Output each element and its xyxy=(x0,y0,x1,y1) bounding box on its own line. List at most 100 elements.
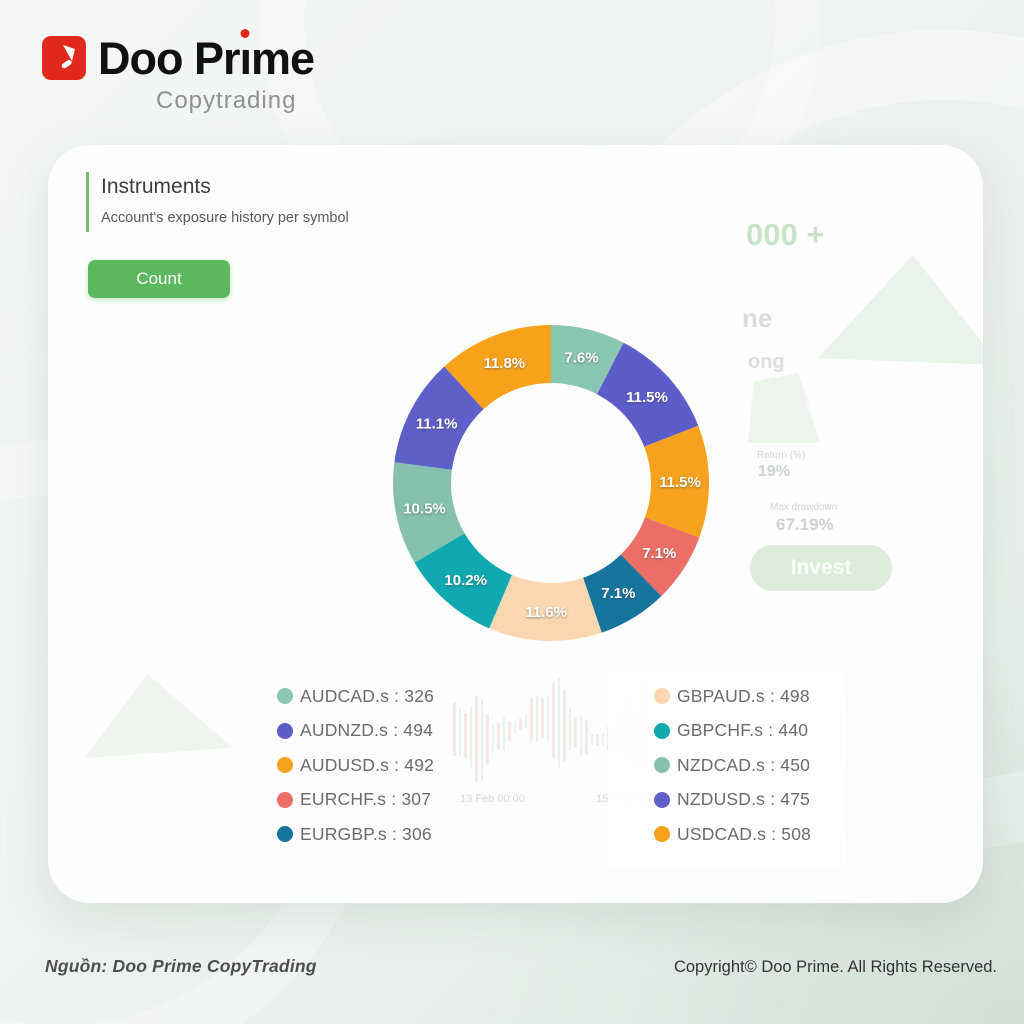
donut-segment-label: 7.6% xyxy=(564,350,598,367)
legend-item-AUDCAD.s[interactable]: AUDCAD.s : 326 xyxy=(277,685,435,706)
watermark-candle-bar xyxy=(475,696,478,783)
watermark-candle-bar xyxy=(464,712,467,758)
donut-segment-AUDUSD.s[interactable] xyxy=(644,425,710,538)
watermark-candle-bar xyxy=(552,682,555,759)
legend-color-dot xyxy=(277,791,293,808)
watermark-candle-bar xyxy=(546,694,549,743)
brand-header: Doo Prıme Copytrading xyxy=(42,33,315,114)
watermark-candle-bar xyxy=(530,698,533,741)
count-button[interactable]: Count xyxy=(88,260,230,298)
watermark-candle-bar xyxy=(535,694,538,742)
watermark-candle-bar xyxy=(585,720,588,756)
exposure-donut-chart: 7.6% 11.5% 11.5% 7.1% 7.1% 11.6% 10.2% 10.5% 11.… xyxy=(386,318,716,648)
watermark-return-value: 19% xyxy=(758,463,791,480)
donut-segment-NZDUSD.s[interactable] xyxy=(394,366,484,470)
donut-segment-NZDCAD.s[interactable] xyxy=(393,462,465,563)
watermark-invest-button: Invest xyxy=(750,545,892,591)
legend-item-NZDUSD.s[interactable]: NZDUSD.s : 475 xyxy=(654,789,811,809)
brand-name: Doo Prıme xyxy=(98,33,315,84)
legend-label: EURCHF.s : 307 xyxy=(300,789,432,809)
legend-color-dot xyxy=(654,722,670,739)
watermark-candle-bar xyxy=(579,716,582,755)
copyright-text: Copyright© Doo Prime. All Rights Reserve… xyxy=(673,958,997,976)
donut-segment-label: 11.8% xyxy=(483,355,525,372)
donut-segment-EURCHF.s[interactable] xyxy=(620,517,700,597)
logo-arrow-glyph xyxy=(61,45,75,69)
legend-item-AUDUSD.s[interactable]: AUDUSD.s : 492 xyxy=(277,754,435,775)
donut-segment-label: 11.1% xyxy=(416,415,458,432)
watermark-triangle-small xyxy=(85,673,233,758)
donut-segment-label: 11.5% xyxy=(626,389,668,406)
legend-item-EURCHF.s[interactable]: EURCHF.s : 307 xyxy=(277,789,434,809)
legend-item-USDCAD.s[interactable]: USDCAD.s : 508 xyxy=(654,823,812,844)
brand-subtitle: Copytrading xyxy=(156,87,297,114)
legend-label: NZDUSD.s : 475 xyxy=(677,789,811,809)
donut-segment-EURGBP.s[interactable] xyxy=(583,554,662,633)
watermark-candle-bar xyxy=(557,678,560,768)
watermark-candle-bar xyxy=(486,714,489,766)
donut-segment-AUDNZD.s[interactable] xyxy=(597,342,699,447)
legend-color-dot xyxy=(654,826,670,842)
watermark-candle-bar xyxy=(513,721,516,734)
legend-label: AUDUSD.s : 492 xyxy=(300,754,435,775)
doo-prime-logo-icon xyxy=(42,36,86,80)
watermark-drawdown-value: 67.19% xyxy=(776,515,834,534)
legend-item-GBPAUD.s[interactable]: GBPAUD.s : 498 xyxy=(654,685,811,706)
watermark-candle-bar xyxy=(590,733,593,746)
legend-item-EURGBP.s[interactable]: EURGBP.s : 306 xyxy=(277,823,434,844)
legend-label: NZDCAD.s : 450 xyxy=(677,754,811,775)
legend-color-dot xyxy=(654,757,670,773)
donut-segment-label: 11.6% xyxy=(525,604,567,621)
watermark-date: 13 Feb 00:00 xyxy=(460,793,525,805)
legend-label: GBPAUD.s : 498 xyxy=(677,685,810,706)
legend-label: AUDNZD.s : 494 xyxy=(300,720,434,740)
legend-item-AUDNZD.s[interactable]: AUDNZD.s : 494 xyxy=(277,720,434,740)
donut-segment-GBPAUD.s[interactable] xyxy=(489,575,602,641)
watermark-candle-bar xyxy=(469,705,472,770)
watermark-text: ong xyxy=(748,351,785,373)
donut-segment-USDCAD.s[interactable] xyxy=(444,325,551,410)
donut-segment-label: 7.1% xyxy=(642,545,676,562)
legend-panel-background xyxy=(608,670,846,868)
watermark-candle-bar xyxy=(563,689,566,762)
watermark-candle-bar xyxy=(508,720,511,741)
legend-item-NZDCAD.s[interactable]: NZDCAD.s : 450 xyxy=(654,754,811,775)
page-subtitle: Account's exposure history per symbol xyxy=(101,210,349,226)
legend-column-right: GBPAUD.s : 498 GBPCHF.s : 440 NZDCAD.s : 4… xyxy=(654,685,812,844)
watermark-candle-bar xyxy=(574,716,577,748)
legend-color-dot xyxy=(277,826,293,842)
watermark-triangle xyxy=(818,255,983,365)
watermark-text: ne xyxy=(742,303,773,333)
legend-label: USDCAD.s : 508 xyxy=(677,823,812,844)
donut-segment-label: 10.2% xyxy=(444,572,487,589)
watermark-candle-bar xyxy=(519,718,522,731)
legend-column-left: AUDCAD.s : 326 AUDNZD.s : 494 AUDUSD.s : 4… xyxy=(277,685,435,844)
page-title: Instruments xyxy=(101,175,211,198)
watermark-number: 000 + xyxy=(746,217,825,252)
watermark-return-label: Return (%) xyxy=(757,450,806,461)
legend-color-dot xyxy=(277,757,293,773)
legend-label: AUDCAD.s : 326 xyxy=(300,685,435,706)
watermark-candle-bar xyxy=(568,708,571,751)
watermark-candle-bar xyxy=(491,725,494,752)
instruments-card: 000 + ne ong Return (%) 19% Max drawdown… xyxy=(48,145,983,903)
watermark-candle-bar xyxy=(541,698,544,738)
legend-color-dot xyxy=(654,688,670,704)
watermark-candle-bar xyxy=(596,733,599,746)
watermark-candle-bar xyxy=(524,714,527,729)
legend-color-dot xyxy=(654,791,670,808)
donut-segment-label: 11.5% xyxy=(659,474,701,491)
watermark-candle-bar xyxy=(458,707,461,757)
watermark-drawdown-label: Max drawdown xyxy=(770,502,838,513)
watermark-candle-bar xyxy=(480,699,483,781)
donut-segment-label: 10.5% xyxy=(403,500,446,517)
legend-label: EURGBP.s : 306 xyxy=(300,823,432,844)
watermark-candle-bar xyxy=(502,716,505,751)
donut-segment-AUDCAD.s[interactable] xyxy=(551,325,624,395)
panel-title-block: Instruments Account's exposure history p… xyxy=(86,172,349,232)
legend-item-GBPCHF.s[interactable]: GBPCHF.s : 440 xyxy=(654,720,811,740)
watermark-candle-bar xyxy=(453,701,456,757)
legend-label: GBPCHF.s : 440 xyxy=(677,720,809,740)
donut-segment-GBPCHF.s[interactable] xyxy=(414,533,512,629)
donut-segment-label: 7.1% xyxy=(601,585,635,602)
